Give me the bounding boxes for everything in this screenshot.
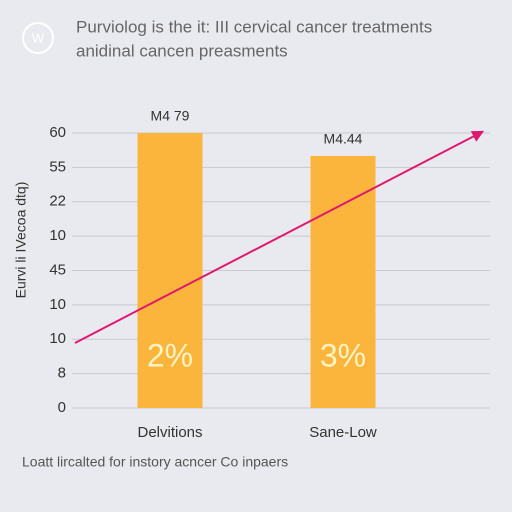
y-tick-label: 10 xyxy=(49,330,66,347)
x-tick-label: Delvitions xyxy=(137,424,202,441)
chart-title: Purviolog is the it: III cervical cancer… xyxy=(76,17,432,36)
y-tick-label: 10 xyxy=(49,227,66,244)
y-tick-label: 55 xyxy=(49,158,66,175)
trend-arrow xyxy=(74,130,485,344)
x-tick-label: Sane-Low xyxy=(309,424,377,441)
footer: Loatt lircalted for instory acncer Co in… xyxy=(22,454,288,470)
logo-glyph: W xyxy=(32,30,45,45)
y-tick-label: 0 xyxy=(58,399,66,416)
bar-top-label: M4 79 xyxy=(151,108,190,124)
logo xyxy=(22,22,54,54)
y-tick-label: 60 xyxy=(49,124,66,141)
y-tick-label: 22 xyxy=(49,193,66,210)
y-tick-label: 8 xyxy=(58,365,66,382)
bar xyxy=(137,133,203,408)
bar-inner-label: 2% xyxy=(147,337,193,373)
bar-inner-label: 3% xyxy=(320,337,366,373)
y-tick-label: 10 xyxy=(49,296,66,313)
bar-top-label: M4.44 xyxy=(324,131,363,147)
bar xyxy=(310,155,376,408)
chart-subtitle: anidinal cancen preasments xyxy=(76,41,288,60)
y-tick-label: 45 xyxy=(49,261,66,278)
y-axis-label: Eurvi li IVecoa dtq) xyxy=(13,182,29,299)
